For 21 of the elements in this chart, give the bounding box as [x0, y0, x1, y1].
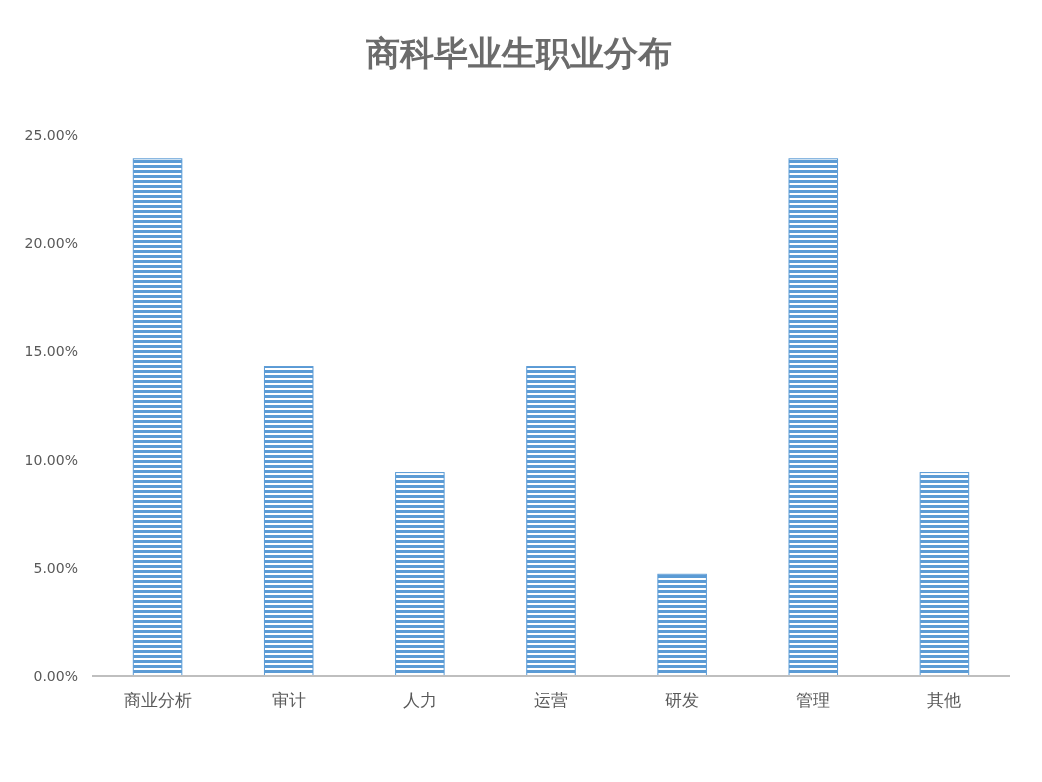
x-tick-label: 其他 — [927, 690, 962, 710]
x-tick-label: 商业分析 — [123, 690, 192, 710]
y-tick-label: 5.00% — [33, 559, 78, 576]
bar — [132, 158, 183, 677]
y-tick-label: 20.00% — [24, 235, 78, 252]
bar — [526, 366, 576, 677]
y-tick-label: 25.00% — [24, 126, 78, 143]
bar — [395, 472, 445, 677]
x-tick-label: 运营 — [534, 690, 568, 710]
x-tick-label: 管理 — [796, 690, 831, 710]
x-tick-label: 研发 — [665, 690, 700, 710]
x-tick-label: 审计 — [271, 690, 306, 710]
bar — [788, 158, 839, 677]
y-tick-label: 10.00% — [24, 451, 78, 468]
bar — [657, 573, 707, 677]
bar — [919, 472, 970, 677]
bar — [263, 366, 314, 677]
x-tick-label: 人力 — [402, 690, 437, 710]
y-tick-label: 0.00% — [33, 667, 78, 684]
y-tick-label: 15.00% — [24, 343, 78, 360]
chart-title: 商科毕业生职业分布 — [366, 33, 672, 73]
